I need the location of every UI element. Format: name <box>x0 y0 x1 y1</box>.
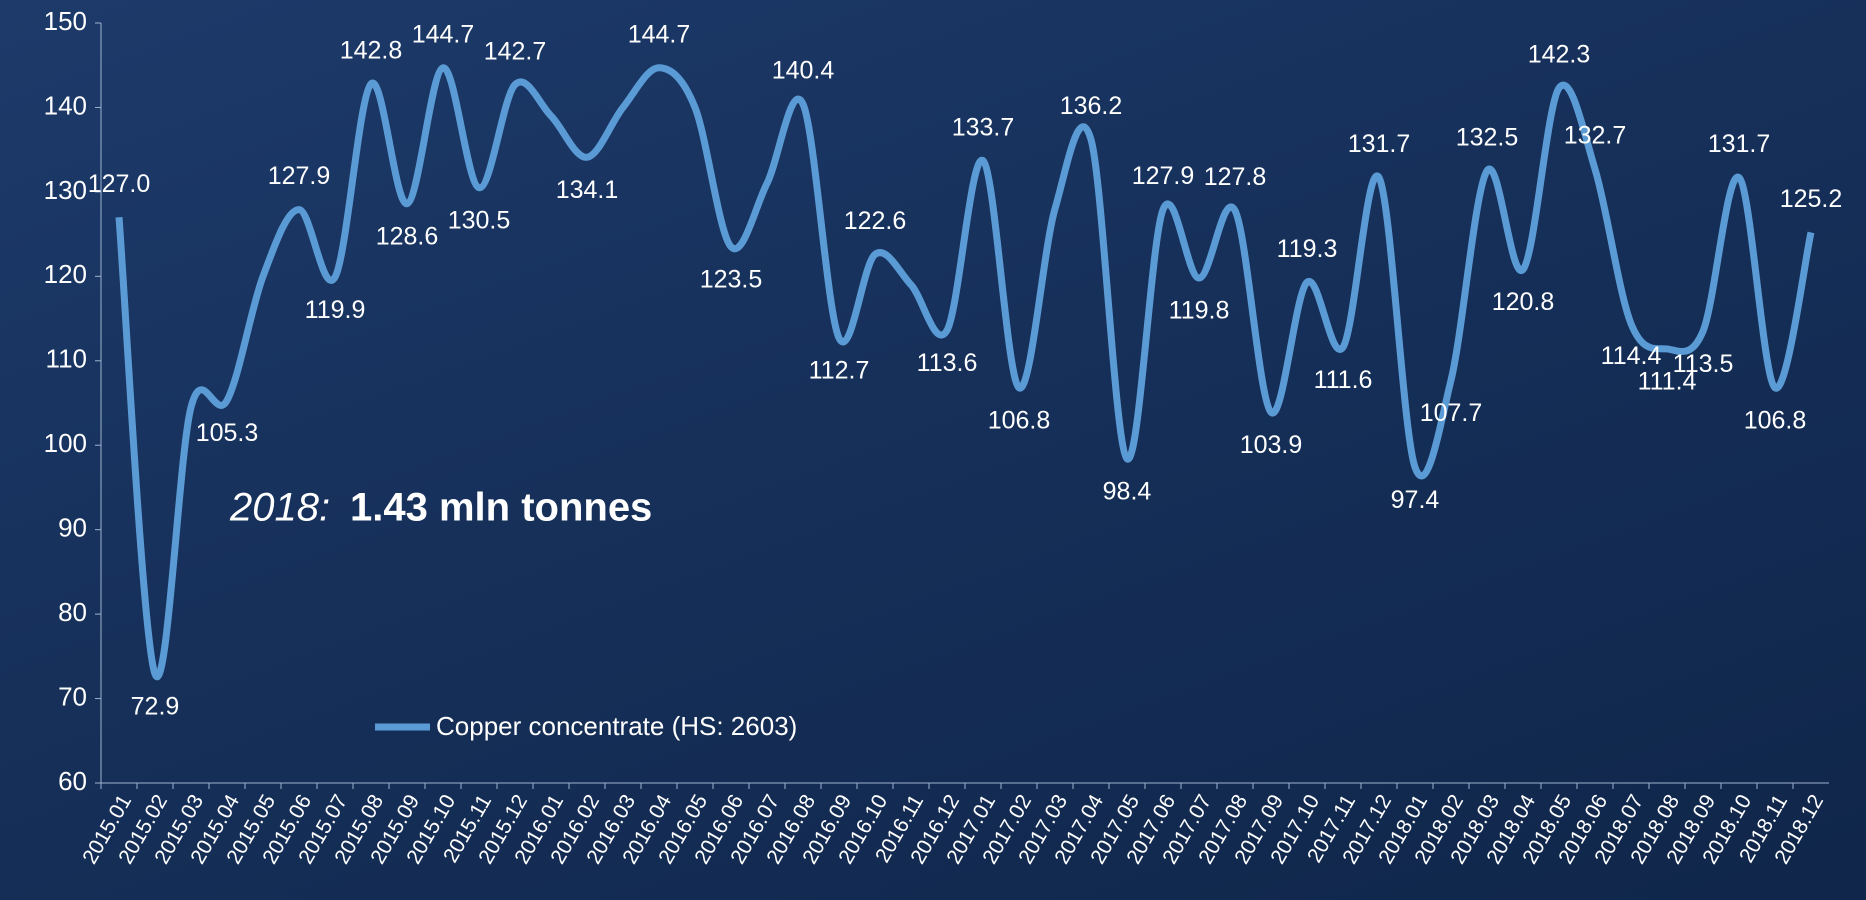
value-label: 133.7 <box>952 113 1015 141</box>
value-label: 136.2 <box>1060 92 1123 120</box>
value-label: 103.9 <box>1240 431 1303 459</box>
chart: 2018: 1.43 mln tonnes 60 70 80 90 100 110 120 1… <box>0 0 1866 900</box>
value-label: 120.8 <box>1492 288 1555 316</box>
value-label: 112.7 <box>809 357 870 385</box>
value-label: 106.8 <box>1744 406 1807 434</box>
value-label: 131.7 <box>1708 130 1771 158</box>
value-label: 105.3 <box>196 419 259 447</box>
value-label: 127.9 <box>268 162 331 190</box>
value-label: 119.3 <box>1277 235 1338 263</box>
legend-label: Copper concentrate (HS: 2603) <box>436 711 797 741</box>
value-label: 125.2 <box>1780 185 1843 213</box>
value-label: 144.7 <box>628 20 691 48</box>
value-label: 134.1 <box>556 176 619 204</box>
value-label: 127.0 <box>88 170 151 198</box>
value-label: 111.6 <box>1314 366 1373 394</box>
y-tick-label: 60 <box>58 766 87 796</box>
value-label: 142.8 <box>340 36 403 64</box>
value-label: 106.8 <box>988 406 1051 434</box>
value-label: 119.8 <box>1169 297 1230 325</box>
value-label: 113.6 <box>917 349 978 377</box>
y-tick-label: 140 <box>44 90 87 120</box>
y-tick-label: 130 <box>44 175 87 205</box>
y-tick-label: 70 <box>58 681 87 711</box>
value-label: 107.7 <box>1420 399 1483 427</box>
value-label: 140.4 <box>772 57 835 85</box>
annotation-text: 1.43 mln tonnes <box>350 486 652 530</box>
value-label: 144.7 <box>412 20 475 48</box>
value-label: 127.8 <box>1204 163 1267 191</box>
value-label: 97.4 <box>1391 486 1440 514</box>
value-label: 128.6 <box>376 222 439 250</box>
y-tick-label: 110 <box>46 344 87 374</box>
y-tick-label: 100 <box>44 428 87 458</box>
value-label: 131.7 <box>1348 130 1411 158</box>
y-tick-label: 150 <box>44 6 87 36</box>
annotation-prefix: 2018: <box>229 486 330 530</box>
y-tick-label: 120 <box>44 259 87 289</box>
page: {"chart_data": {"type": "line", "annotat… <box>0 0 1866 900</box>
value-label: 114.4 <box>1601 342 1662 370</box>
value-label: 130.5 <box>448 206 511 234</box>
value-label: 113.5 <box>1673 350 1734 378</box>
value-label: 127.9 <box>1132 162 1195 190</box>
y-tick-label: 80 <box>58 597 87 627</box>
value-label: 119.9 <box>305 296 366 324</box>
value-label: 98.4 <box>1103 477 1152 505</box>
value-label: 132.5 <box>1456 123 1519 151</box>
value-label: 142.3 <box>1528 41 1591 69</box>
y-tick-label: 90 <box>58 513 87 543</box>
value-label: 142.7 <box>484 37 547 65</box>
value-label: 122.6 <box>844 207 907 235</box>
value-label: 123.5 <box>700 265 763 293</box>
value-label: 132.7 <box>1564 122 1627 150</box>
value-label: 72.9 <box>131 693 180 721</box>
